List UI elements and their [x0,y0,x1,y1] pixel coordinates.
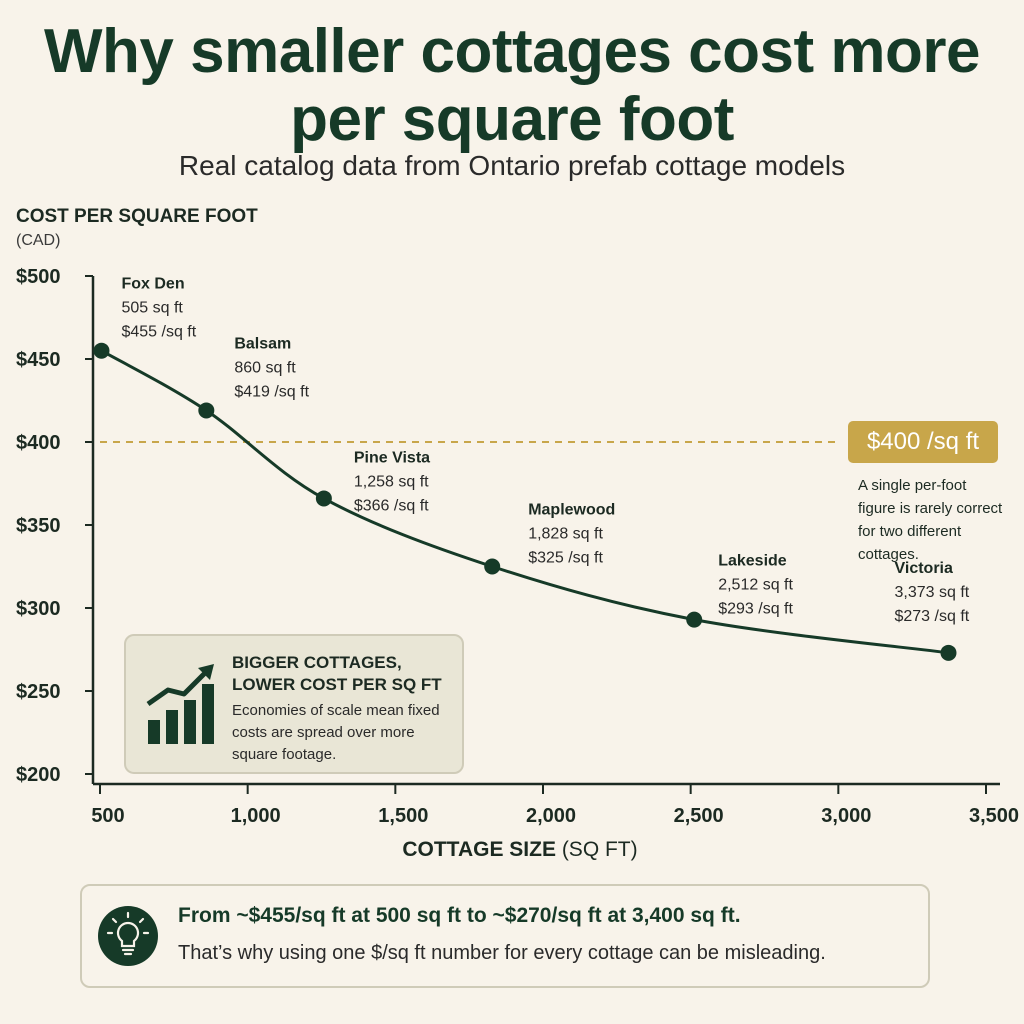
x-axis-label: COTTAGE SIZE (SQ FT) [0,838,1024,862]
x-axis-label-unit: (SQ FT) [561,838,638,861]
x-axis-label-main: COTTAGE SIZE [402,838,556,861]
reference-line-note: A single per-foot figure is rarely corre… [858,477,1003,563]
point-size-label: 505 sq ft [121,300,183,317]
data-point [940,644,957,661]
point-size-label: 2,512 sq ft [718,577,793,594]
point-size-label: 860 sq ft [234,359,296,376]
lightbulb-icon [98,906,158,966]
callout-text: Economies of scale mean fixed costs are … [232,702,440,763]
callout-title: BIGGER COTTAGES, LOWER COST PER SQ FT [232,653,442,694]
y-axis-unit: (CAD) [16,232,61,249]
point-price-label: $325 /sq ft [528,550,603,567]
data-point [686,611,703,628]
summary-box: From ~$455/sq ft at 500 sq ft to ~$270/s… [80,884,930,988]
economies-callout: BIGGER COTTAGES, LOWER COST PER SQ FT Ec… [124,634,464,774]
x-tick-label: 3,500 [969,805,1019,827]
y-axis-label: COST PER SQUARE FOOT [16,206,258,227]
summary-text: That’s why using one $/sq ft number for … [178,942,826,964]
point-name-label: Fox Den [121,276,184,293]
bar-chart-up-icon [146,664,214,744]
x-tick-label: 500 [91,805,124,827]
y-tick-label: $350 [16,515,61,537]
summary-headline: From ~$455/sq ft at 500 sq ft to ~$270/s… [178,904,741,927]
point-name-label: Lakeside [718,553,787,570]
point-name-label: Pine Vista [354,449,430,466]
x-tick-label: 1,000 [231,805,281,827]
point-price-label: $455 /sq ft [121,324,196,341]
trend-line [100,349,949,655]
point-price-label: $366 /sq ft [354,497,429,514]
y-tick-label: $300 [16,598,61,620]
y-tick-label: $450 [16,349,61,371]
point-name-label: Balsam [234,335,291,352]
point-size-label: 1,258 sq ft [354,473,429,490]
reference-line-label: $400 /sq ft [848,421,998,463]
x-tick-label: 2,000 [526,805,576,827]
y-tick-label: $200 [16,764,61,786]
page-subtitle: Real catalog data from Ontario prefab co… [178,150,846,181]
page-title: Why smaller cottages cost more per squar… [44,17,980,154]
point-price-label: $419 /sq ft [234,383,309,400]
data-point [315,490,332,507]
x-tick-label: 2,500 [674,805,724,827]
data-point [198,402,215,419]
data-point [93,342,110,359]
point-name-label: Maplewood [528,502,615,519]
point-size-label: 3,373 sq ft [894,584,969,601]
point-size-label: 1,828 sq ft [528,526,603,543]
point-price-label: $293 /sq ft [718,601,793,618]
y-tick-label: $400 [16,432,61,454]
point-price-label: $273 /sq ft [894,608,969,625]
x-tick-label: 3,000 [821,805,871,827]
data-point [484,558,501,575]
y-tick-label: $250 [16,681,61,703]
x-tick-label: 1,500 [378,805,428,827]
point-name-label: Victoria [894,560,953,577]
y-tick-label: $500 [16,266,61,288]
